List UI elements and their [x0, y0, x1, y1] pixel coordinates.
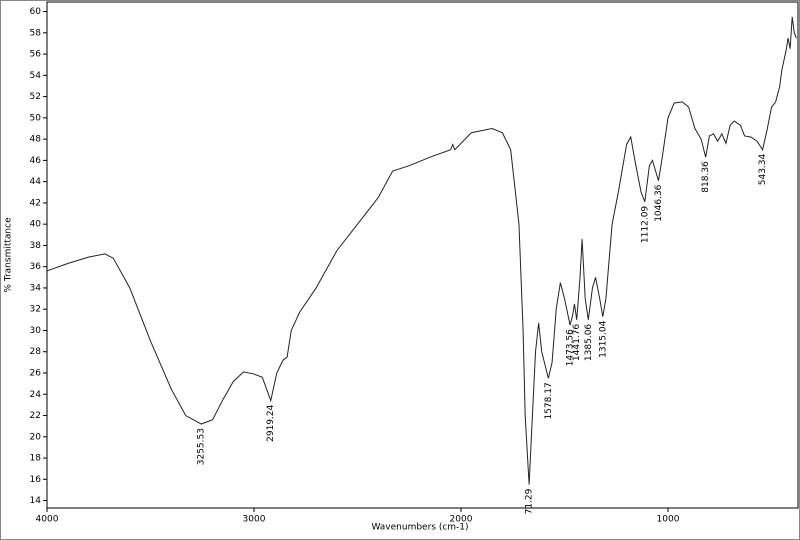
y-tick-label: 30 [30, 326, 42, 336]
peak-label: 1046.36 [654, 184, 664, 221]
y-tick-label: 18 [30, 454, 42, 464]
x-axis-label: Wavenumbers (cm-1) [371, 523, 468, 533]
y-tick-label: 22 [30, 411, 41, 421]
y-tick-label: 46 [30, 156, 42, 166]
spectrum-line [46, 16, 797, 485]
y-tick-label: 50 [30, 113, 42, 123]
x-tick-label: 4000 [36, 515, 59, 525]
x-tick-label: 1000 [657, 515, 680, 525]
y-tick-label: 28 [30, 347, 42, 357]
y-tick-label: 36 [30, 262, 42, 272]
peak-label: 1473.56 [565, 329, 575, 366]
y-tick-label: 26 [30, 368, 42, 378]
peak-label: 543.34 [758, 153, 768, 185]
y-tick-label: 60 [30, 7, 42, 17]
y-tick-label: 48 [30, 135, 42, 145]
peak-label: 1385.06 [584, 324, 594, 361]
y-tick-label: 44 [30, 177, 42, 187]
y-tick-label: 16 [30, 475, 42, 485]
peak-label: 1441.76 [572, 324, 582, 361]
y-axis-label: % Transmittance [4, 217, 14, 293]
y-tick-label: 56 [30, 50, 42, 60]
y-tick-label: 42 [30, 198, 41, 208]
y-tick-label: 24 [30, 390, 42, 400]
peak-label: 1315.04 [598, 320, 608, 357]
y-tick-label: 14 [30, 496, 42, 506]
y-tick-label: 40 [30, 220, 42, 230]
peak-label: 71.29 [525, 488, 535, 514]
y-tick-label: 52 [30, 92, 41, 102]
y-tick-label: 54 [30, 71, 42, 81]
y-tick-label: 38 [30, 241, 42, 251]
peak-label: 1578.17 [544, 382, 554, 419]
y-tick-label: 32 [30, 305, 41, 315]
x-tick-label: 3000 [243, 515, 266, 525]
peak-label: 3255.53 [197, 428, 207, 465]
y-tick-label: 58 [30, 28, 42, 38]
y-tick-label: 34 [30, 283, 42, 293]
y-tick-label: 20 [30, 432, 42, 442]
x-tick-label: 2000 [450, 515, 473, 525]
peak-label: 2919.24 [266, 404, 276, 441]
peak-label: 818.36 [701, 161, 711, 193]
peak-label: 1112.09 [640, 206, 650, 243]
plot-area [46, 1, 799, 509]
